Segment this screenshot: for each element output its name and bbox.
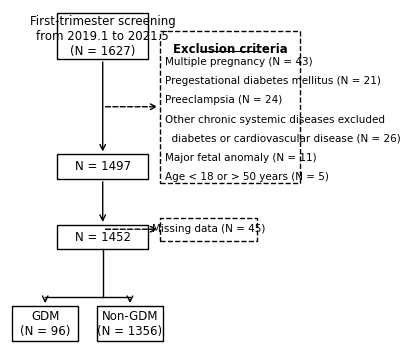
- Text: Pregestational diabetes mellitus (N = 21): Pregestational diabetes mellitus (N = 21…: [165, 77, 381, 86]
- Text: Preeclampsia (N = 24): Preeclampsia (N = 24): [165, 96, 282, 106]
- Text: N = 1497: N = 1497: [75, 160, 131, 173]
- Text: N = 1452: N = 1452: [75, 231, 131, 244]
- FancyBboxPatch shape: [160, 218, 257, 241]
- FancyBboxPatch shape: [57, 225, 148, 250]
- FancyBboxPatch shape: [97, 306, 163, 341]
- FancyBboxPatch shape: [12, 306, 78, 341]
- FancyBboxPatch shape: [160, 31, 300, 183]
- Text: Missing data (N = 45): Missing data (N = 45): [152, 224, 265, 234]
- Text: Exclusion criteria: Exclusion criteria: [172, 43, 287, 56]
- Text: diabetes or cardiovascular disease (N = 26): diabetes or cardiovascular disease (N = …: [165, 134, 400, 144]
- Text: Age < 18 or > 50 years (N = 5): Age < 18 or > 50 years (N = 5): [165, 171, 329, 182]
- Text: GDM
(N = 96): GDM (N = 96): [20, 310, 70, 338]
- FancyBboxPatch shape: [57, 13, 148, 59]
- Text: First-trimester screening
from 2019.1 to 2021.5
(N = 1627): First-trimester screening from 2019.1 to…: [30, 15, 176, 58]
- Text: Multiple pregnancy (N = 43): Multiple pregnancy (N = 43): [165, 57, 312, 67]
- Text: Major fetal anomaly (N = 11): Major fetal anomaly (N = 11): [165, 153, 316, 163]
- FancyBboxPatch shape: [57, 154, 148, 179]
- Text: Non-GDM
(N = 1356): Non-GDM (N = 1356): [98, 310, 162, 338]
- Text: Other chronic systemic diseases excluded: Other chronic systemic diseases excluded: [165, 115, 385, 125]
